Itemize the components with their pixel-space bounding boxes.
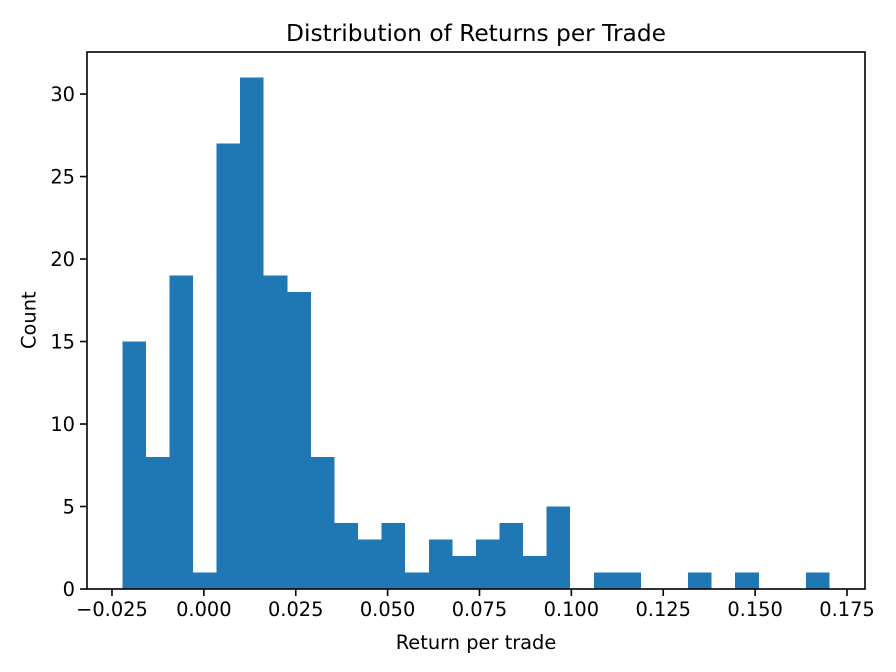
y-tick-label: 0	[63, 578, 75, 601]
histogram-bar	[523, 556, 547, 589]
histogram-bar	[193, 572, 217, 589]
histogram-bar	[735, 572, 759, 589]
histogram-bar	[122, 341, 146, 589]
x-tick-label: 0.150	[727, 598, 783, 621]
y-tick-label: 30	[50, 83, 75, 106]
histogram-bar	[546, 506, 571, 589]
x-tick-label: 0.025	[268, 598, 324, 621]
histogram-bar	[310, 457, 335, 589]
x-tick-label: 0.125	[635, 598, 691, 621]
x-tick-label: 0.175	[819, 598, 875, 621]
histogram-bar	[381, 523, 406, 589]
plot-border	[86, 51, 866, 590]
histogram-bar	[287, 292, 311, 589]
x-tick-label: 0.075	[452, 598, 508, 621]
histogram-bar	[452, 556, 476, 589]
histogram-bar	[428, 539, 453, 589]
histogram-bar	[334, 523, 359, 589]
histogram-bar	[805, 572, 830, 589]
histogram-bar	[617, 572, 641, 589]
x-tick-label: 0.050	[360, 598, 416, 621]
y-tick-label: 15	[50, 331, 75, 354]
y-tick-label: 20	[50, 248, 75, 271]
y-tick-label: 10	[50, 413, 75, 436]
histogram-bar	[169, 275, 194, 589]
histogram-bar	[593, 572, 618, 589]
y-tick-label: 5	[63, 496, 75, 519]
histogram-bar	[263, 275, 288, 589]
x-tick-label: 0.000	[176, 598, 232, 621]
histogram-bar	[145, 457, 170, 589]
y-axis-label: Count	[17, 291, 41, 350]
x-axis-label: Return per trade	[395, 631, 557, 654]
chart-title: Distribution of Returns per Trade	[286, 20, 666, 47]
y-tick-label: 25	[50, 166, 75, 189]
histogram-bar	[475, 539, 500, 589]
histogram-bar	[405, 572, 429, 589]
histogram-bar	[358, 539, 382, 589]
x-tick-label: −0.025	[76, 598, 148, 621]
histogram-bar	[499, 523, 524, 589]
x-tick-label: 0.100	[544, 598, 600, 621]
histogram-bar	[240, 77, 264, 589]
histogram-bar	[216, 143, 241, 589]
histogram-bar	[688, 572, 712, 589]
